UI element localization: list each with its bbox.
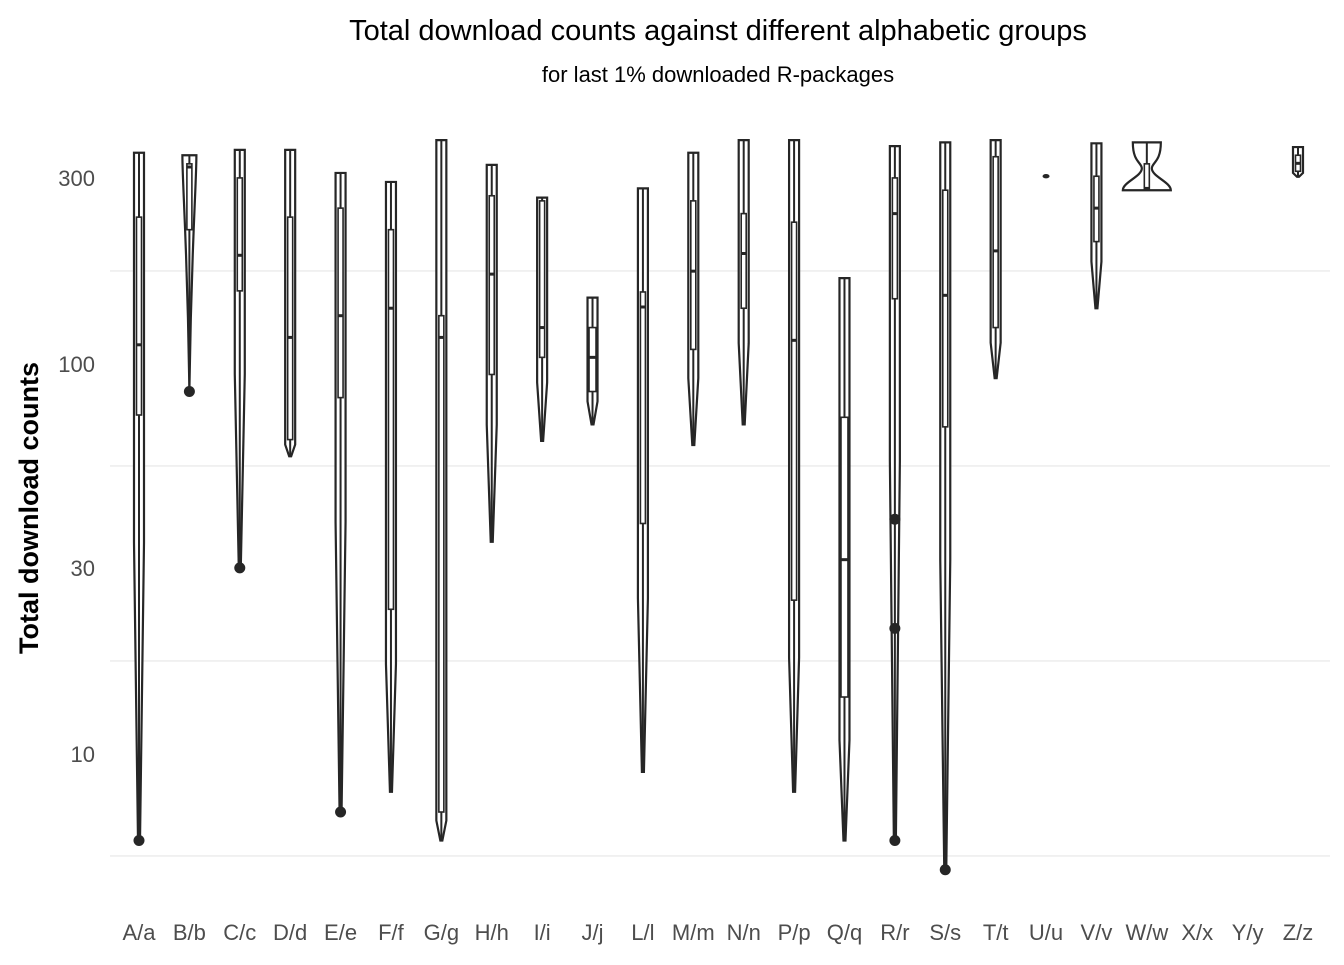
group-r-r bbox=[888, 145, 901, 847]
x-tick-label: F/f bbox=[378, 920, 405, 945]
x-tick-label: Y/y bbox=[1232, 920, 1264, 945]
y-tick-label: 300 bbox=[58, 166, 95, 191]
x-tick-label: N/n bbox=[727, 920, 761, 945]
group-d-d bbox=[284, 148, 297, 458]
y-axis-label: Total download counts bbox=[14, 362, 44, 654]
box bbox=[488, 194, 496, 376]
group-u-u bbox=[1042, 174, 1050, 179]
group-w-w bbox=[1121, 141, 1172, 192]
x-tick-label: D/d bbox=[273, 920, 307, 945]
x-tick-label: I/i bbox=[534, 920, 551, 945]
outlier-point bbox=[889, 835, 901, 847]
box bbox=[740, 212, 747, 310]
group-j-j bbox=[586, 296, 599, 426]
x-tick-label: H/h bbox=[475, 920, 509, 945]
outlier-point bbox=[939, 864, 951, 876]
outlier-point bbox=[335, 806, 347, 818]
group-h-h bbox=[485, 163, 498, 543]
x-tick-label: L/l bbox=[631, 920, 654, 945]
group-z-z bbox=[1291, 145, 1305, 178]
x-tick-label: R/r bbox=[880, 920, 909, 945]
y-tick-label: 10 bbox=[71, 742, 95, 767]
x-tick-label: B/b bbox=[173, 920, 206, 945]
y-tick-label: 100 bbox=[58, 352, 95, 377]
box bbox=[236, 177, 244, 292]
box bbox=[1143, 163, 1151, 190]
group-n-n bbox=[737, 139, 750, 426]
box bbox=[387, 228, 395, 611]
x-tick-label: A/a bbox=[122, 920, 156, 945]
group-s-s bbox=[939, 141, 952, 876]
group-c-c bbox=[233, 148, 246, 574]
box bbox=[790, 221, 798, 601]
box bbox=[639, 291, 647, 525]
x-tick-label: G/g bbox=[424, 920, 459, 945]
x-tick-label: P/p bbox=[778, 920, 811, 945]
box bbox=[538, 200, 546, 359]
group-i-i bbox=[536, 196, 549, 443]
group-t-t bbox=[989, 139, 1002, 380]
box bbox=[588, 326, 597, 393]
x-tick-label: V/v bbox=[1081, 920, 1113, 945]
outlier-point bbox=[234, 562, 246, 574]
x-tick-label: S/s bbox=[929, 920, 961, 945]
box bbox=[286, 216, 294, 441]
box bbox=[992, 155, 999, 329]
x-tick-label: J/j bbox=[582, 920, 604, 945]
group-q-q bbox=[838, 277, 851, 842]
x-tick-label: U/u bbox=[1029, 920, 1063, 945]
chart-title: Total download counts against different … bbox=[349, 15, 1087, 47]
x-tick-label: E/e bbox=[324, 920, 357, 945]
chart-subtitle: for last 1% downloaded R-packages bbox=[542, 62, 894, 87]
box bbox=[135, 216, 143, 416]
group-p-p bbox=[787, 139, 801, 793]
group-e-e bbox=[334, 171, 347, 818]
x-tick-label: M/m bbox=[672, 920, 715, 945]
box bbox=[690, 200, 697, 351]
x-tick-label: Q/q bbox=[827, 920, 862, 945]
violin bbox=[1042, 174, 1050, 179]
x-tick-label: W/w bbox=[1125, 920, 1168, 945]
group-l-l bbox=[636, 187, 650, 773]
y-tick-label: 30 bbox=[71, 556, 95, 581]
x-tick-label: T/t bbox=[983, 920, 1009, 945]
group-f-f bbox=[384, 180, 398, 793]
x-tick-label: C/c bbox=[223, 920, 256, 945]
box bbox=[438, 314, 445, 813]
box bbox=[941, 189, 949, 428]
box bbox=[891, 177, 899, 300]
group-m-m bbox=[687, 151, 700, 447]
group-a-a bbox=[132, 151, 146, 847]
outlier-point bbox=[133, 835, 145, 847]
box bbox=[337, 207, 344, 399]
group-g-g bbox=[435, 139, 448, 842]
group-v-v bbox=[1090, 142, 1103, 310]
group-b-b bbox=[181, 154, 198, 398]
outlier-point bbox=[889, 622, 901, 634]
outlier-point bbox=[889, 513, 901, 525]
box bbox=[840, 416, 849, 698]
box bbox=[186, 163, 193, 231]
outlier-point bbox=[183, 386, 195, 398]
x-tick-label: X/x bbox=[1181, 920, 1213, 945]
x-tick-label: Z/z bbox=[1283, 920, 1314, 945]
